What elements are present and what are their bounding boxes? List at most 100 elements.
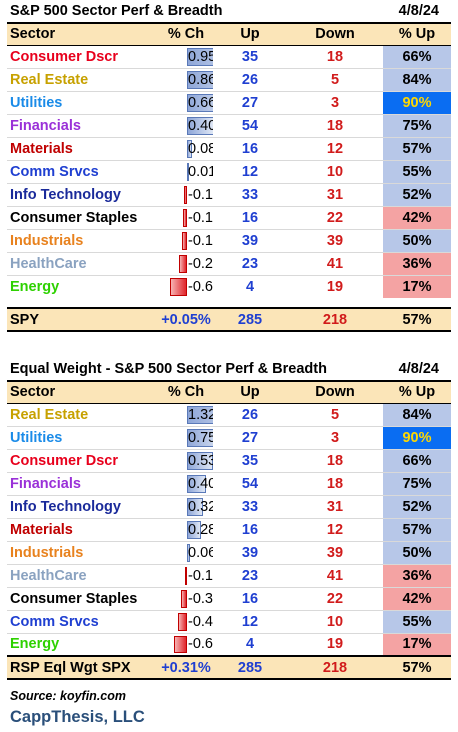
pct-up-value: 75% xyxy=(383,113,451,137)
percent-change: -0.28% xyxy=(187,251,213,275)
up-count: 16 xyxy=(213,586,287,610)
pct-up-value: 66% xyxy=(383,44,451,68)
percent-change-text: -0.31% xyxy=(188,590,213,607)
source-note: Source: koyfin.com xyxy=(10,689,126,703)
positive-change-bar xyxy=(187,497,203,516)
pct-up-value: 57% xyxy=(383,136,451,160)
sector-name: Industrials xyxy=(7,228,161,252)
percent-change: 0.40% xyxy=(187,113,213,137)
down-count: 12 xyxy=(287,136,383,160)
header-pct-up: % Up xyxy=(383,380,451,404)
header-change: % Ch xyxy=(161,22,213,46)
sector-name: Info Technology xyxy=(7,182,161,206)
change-bar-neg-cell xyxy=(161,90,187,114)
percent-change: 0.08% xyxy=(187,136,213,160)
up-count: 4 xyxy=(213,632,287,656)
sector-name: Materials xyxy=(7,136,161,160)
negative-change-bar xyxy=(179,254,187,273)
percent-change: -0.18% xyxy=(187,228,213,252)
percent-change-text: -0.45% xyxy=(188,613,213,630)
sector-name: Consumer Staples xyxy=(7,586,161,610)
sector-name: Financials xyxy=(7,113,161,137)
change-bar-neg-cell xyxy=(161,425,187,449)
change-bar-neg-cell xyxy=(161,609,187,633)
positive-change-bar xyxy=(187,93,213,112)
header-up: Up xyxy=(213,380,287,404)
positive-change-bar xyxy=(187,116,213,135)
percent-change: -0.12% xyxy=(187,182,213,206)
pct-up-value: 50% xyxy=(383,540,451,564)
down-count: 10 xyxy=(287,159,383,183)
up-count: 4 xyxy=(213,274,287,298)
sp500-title: S&P 500 Sector Perf & Breadth xyxy=(10,3,223,19)
change-bar-neg-cell xyxy=(161,586,187,610)
sector-name: Industrials xyxy=(7,540,161,564)
positive-change-bar xyxy=(187,543,190,562)
percent-change-text: 0.40% xyxy=(188,475,213,492)
negative-change-bar xyxy=(182,231,187,250)
header-down: Down xyxy=(287,380,383,404)
down-count: 41 xyxy=(287,563,383,587)
sector-name: Utilities xyxy=(7,90,161,114)
pct-up-value: 52% xyxy=(383,182,451,206)
change-bar-neg-cell xyxy=(161,632,187,656)
percent-change-text: 0.75% xyxy=(188,429,213,446)
up-count: 39 xyxy=(213,228,287,252)
spacer-cell xyxy=(7,298,451,308)
percent-change-text: -0.15% xyxy=(188,209,213,226)
percent-change: -0.15% xyxy=(187,205,213,229)
percent-change-text: -0.10% xyxy=(188,567,213,584)
down-count: 18 xyxy=(287,448,383,472)
down-count: 39 xyxy=(287,540,383,564)
down-count: 18 xyxy=(287,44,383,68)
sector-name: Real Estate xyxy=(7,67,161,91)
down-count: 39 xyxy=(287,228,383,252)
change-bar-neg-cell xyxy=(161,540,187,564)
total-pct-up: 57% xyxy=(383,655,451,680)
header-up: Up xyxy=(213,22,287,46)
percent-change-text: 0.08% xyxy=(188,140,213,157)
percent-change: -0.67% xyxy=(187,632,213,656)
change-bar-neg-cell xyxy=(161,251,187,275)
positive-change-bar xyxy=(187,47,213,66)
percent-change-text: 0.06% xyxy=(188,544,213,561)
sector-name: Consumer Staples xyxy=(7,205,161,229)
percent-change-text: -0.12% xyxy=(188,186,213,203)
sector-name: Utilities xyxy=(7,425,161,449)
percent-change: -0.10% xyxy=(187,563,213,587)
percent-change: 0.53% xyxy=(187,448,213,472)
negative-change-bar xyxy=(183,185,187,204)
sector-name: Energy xyxy=(7,274,161,298)
percent-change-text: 0.86% xyxy=(188,71,213,88)
pct-up-value: 36% xyxy=(383,563,451,587)
change-bar-neg-cell xyxy=(161,44,187,68)
total-label: SPY xyxy=(7,307,161,332)
change-bar-neg-cell xyxy=(161,205,187,229)
equal-weight-title-row: Equal Weight - S&P 500 Sector Perf & Bre… xyxy=(7,358,451,380)
change-bar-neg-cell xyxy=(161,471,187,495)
percent-change-text: 0.28% xyxy=(188,521,213,538)
total-up: 285 xyxy=(213,655,287,680)
up-count: 23 xyxy=(213,251,287,275)
change-bar-neg-cell xyxy=(161,517,187,541)
sector-name: Financials xyxy=(7,471,161,495)
sector-name: Comm Srvcs xyxy=(7,159,161,183)
percent-change: -0.62% xyxy=(187,274,213,298)
sector-name: Comm Srvcs xyxy=(7,609,161,633)
positive-change-bar xyxy=(187,70,213,89)
pct-up-value: 42% xyxy=(383,586,451,610)
down-count: 5 xyxy=(287,402,383,426)
